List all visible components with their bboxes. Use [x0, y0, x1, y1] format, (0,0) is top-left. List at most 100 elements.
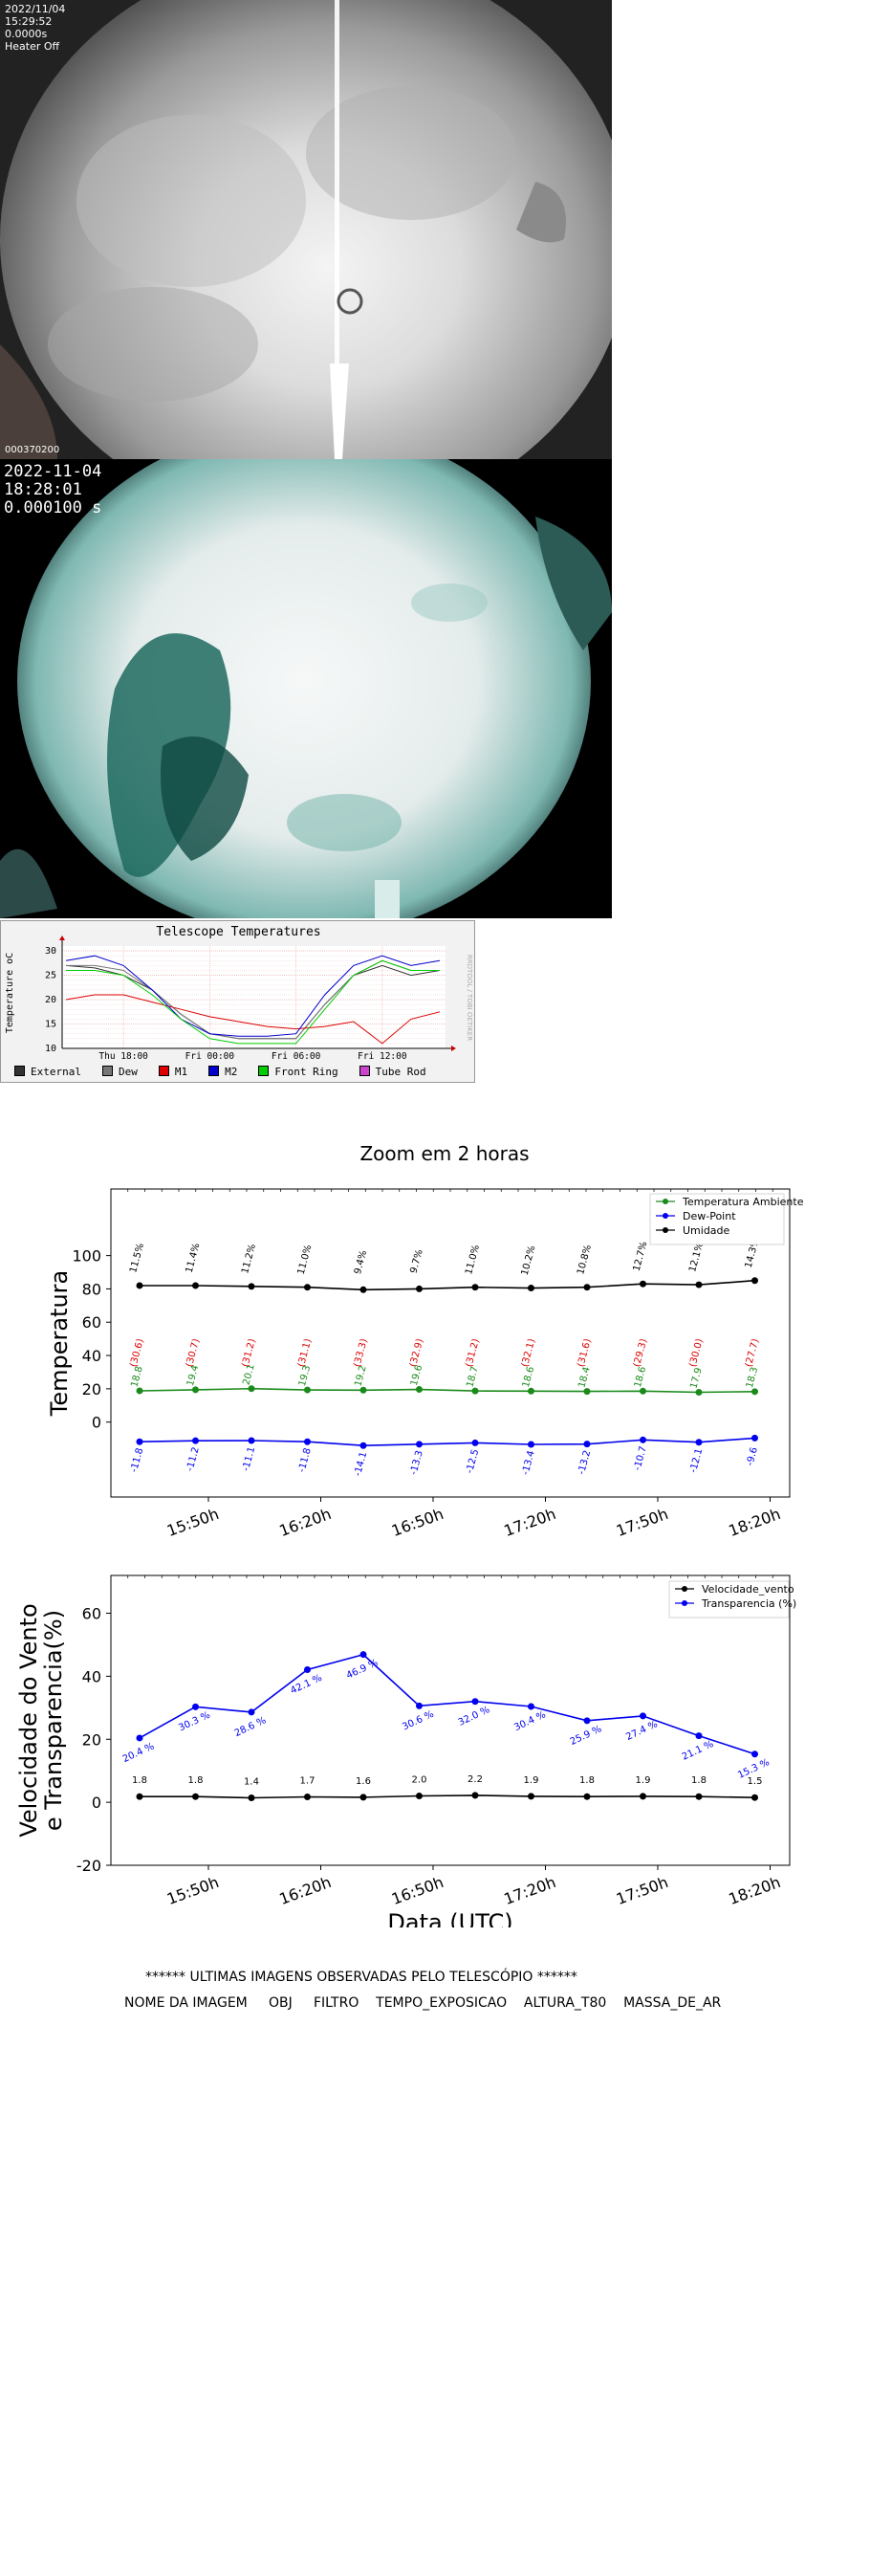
temp-dewpoint-label: -10.7 [632, 1445, 648, 1472]
temp-dewpoint-label: -12.5 [465, 1448, 481, 1475]
telescope-legend-item: Dew [101, 1066, 138, 1078]
transparency-label: 20.4 % [121, 1741, 156, 1765]
temp-y-tick-label: 100 [72, 1247, 101, 1266]
telescope-plot-area [62, 946, 446, 1048]
wind-data-point [528, 1703, 534, 1710]
camera2-exposure: 0.000100 s [4, 498, 102, 517]
temp-dewpoint-label: -13.4 [520, 1449, 536, 1476]
telescope-legend-item: Front Ring [258, 1066, 338, 1078]
wind-data-point [359, 1794, 367, 1801]
temp-humidity-label: 9.7% [408, 1248, 424, 1274]
wind-y-tick-label: 40 [82, 1667, 101, 1685]
temp-legend-marker [663, 1213, 668, 1219]
temp-y-tick-label: 20 [82, 1380, 101, 1398]
temp-data-point [583, 1284, 591, 1291]
wind-y-tick-label: 60 [82, 1605, 101, 1623]
temp-ambient-label: 19.2 [353, 1364, 368, 1387]
wind-speed-label: 1.7 [300, 1776, 315, 1787]
temp-y-tick-label: 0 [92, 1414, 101, 1432]
temp-data-point [640, 1387, 646, 1395]
temp-dewpoint-label: -9.6 [745, 1446, 760, 1467]
temp-data-point [136, 1438, 143, 1445]
temperature-zoom-chart: 0 20 40 60 80 100 15:50h 16:20h 16:50h 17:20h 17:5… [46, 1188, 804, 1540]
temp-data-point [192, 1437, 199, 1444]
temp-data-point [248, 1437, 255, 1444]
temp-data-point [136, 1282, 143, 1289]
wind-y-axis-label-line1: Velocidade do Vento [15, 1603, 42, 1837]
wind-x-axis-label: Data (UTC) [387, 1909, 512, 1927]
sky-image-1-graphic [0, 0, 612, 459]
transparency-label: 27.4 % [624, 1719, 659, 1743]
temp-data-point [416, 1441, 423, 1448]
wind-data-point [751, 1794, 758, 1801]
wind-x-tick-label: 16:50h [389, 1873, 446, 1908]
temp-legend-marker [663, 1227, 668, 1233]
temp-data-point [528, 1387, 534, 1395]
temp-data-point [192, 1282, 199, 1289]
temp-data-point [751, 1434, 758, 1442]
temp-humidity-label: 9.4% [353, 1249, 369, 1275]
temp-ambient-label: 18.4 [576, 1366, 592, 1389]
temp-humidity-label: 11.4% [185, 1243, 203, 1275]
temp-series-line [139, 1437, 755, 1447]
legend-label: External [31, 1066, 81, 1078]
temp-red-label: (29.3) [632, 1337, 649, 1368]
wind-series-line [139, 1653, 755, 1755]
wind-data-point [583, 1717, 591, 1725]
temp-data-point [416, 1285, 423, 1292]
wind-data-point [471, 1698, 479, 1706]
temp-data-point [751, 1277, 758, 1285]
wind-data-point [304, 1665, 311, 1673]
telescope-y-tick: 30 [45, 946, 56, 957]
telescope-x-tick: Thu 18:00 [98, 1051, 148, 1062]
temp-red-label: (30.7) [185, 1337, 202, 1368]
transparency-label: 30.6 % [401, 1709, 435, 1733]
transparency-label: 21.1 % [681, 1739, 715, 1763]
telescope-temperatures-chart: Temperature oC RRDTOOL / TOBI OETIKER 10… [5, 936, 473, 1062]
wind-speed-label: 1.8 [579, 1775, 595, 1786]
temp-legend-marker [663, 1199, 668, 1204]
legend-label: Front Ring [274, 1066, 338, 1078]
telescope-x-tick: Fri 00:00 [185, 1051, 235, 1062]
temp-ambient-label: 18.8 [129, 1365, 144, 1388]
temp-data-point [304, 1284, 311, 1291]
wind-x-tick-label: 17:20h [502, 1873, 558, 1908]
temp-humidity-label: 11.0% [464, 1244, 482, 1276]
camera1-date: 2022/11/04 [5, 3, 66, 15]
temp-humidity-label: 11.5% [128, 1243, 146, 1275]
wind-speed-label: 1.8 [188, 1775, 204, 1786]
temp-data-point [695, 1281, 703, 1288]
temp-data-point [471, 1439, 479, 1446]
temp-data-point [416, 1386, 423, 1394]
temp-ambient-label: 18.6 [521, 1365, 536, 1388]
legend-swatch [101, 1066, 113, 1076]
legend-swatch [14, 1066, 25, 1076]
temp-dewpoint-label: -13.3 [408, 1449, 424, 1476]
temp-humidity-label: 12.1% [687, 1242, 706, 1274]
temp-data-point [528, 1441, 534, 1448]
wind-x-tick-label: 16:20h [277, 1873, 334, 1908]
wind-series-line [140, 1794, 755, 1799]
wind-speed-label: 1.9 [636, 1775, 651, 1786]
temp-red-label: (31.6) [576, 1337, 593, 1368]
all-sky-camera-image-1: 2022/11/04 15:29:52 0.0000s Heater Off 0… [0, 0, 612, 459]
temp-x-tick-label: 17:20h [502, 1505, 558, 1540]
legend-label: M1 [174, 1066, 188, 1078]
wind-speed-label: 1.4 [244, 1777, 259, 1788]
transparency-label: 46.9 % [345, 1658, 380, 1682]
legend-label: Dew [118, 1066, 138, 1078]
temp-data-point [359, 1286, 367, 1293]
wind-data-point [695, 1793, 703, 1800]
temp-dewpoint-label: -13.2 [576, 1449, 593, 1476]
temp-legend-label: Umidade [683, 1224, 730, 1237]
telescope-y-tick: 25 [45, 971, 56, 981]
wind-y-tick-label: 20 [82, 1730, 101, 1749]
temp-data-point [695, 1389, 703, 1397]
temp-y-tick-label: 40 [82, 1347, 101, 1365]
telescope-series-line-front-ring [66, 959, 440, 1045]
temp-data-point [136, 1387, 143, 1395]
temp-red-label: (30.6) [128, 1337, 145, 1368]
temp-data-point [248, 1283, 255, 1290]
telescope-legend-item: Tube Rod [359, 1066, 426, 1078]
wind-data-point [136, 1734, 143, 1742]
